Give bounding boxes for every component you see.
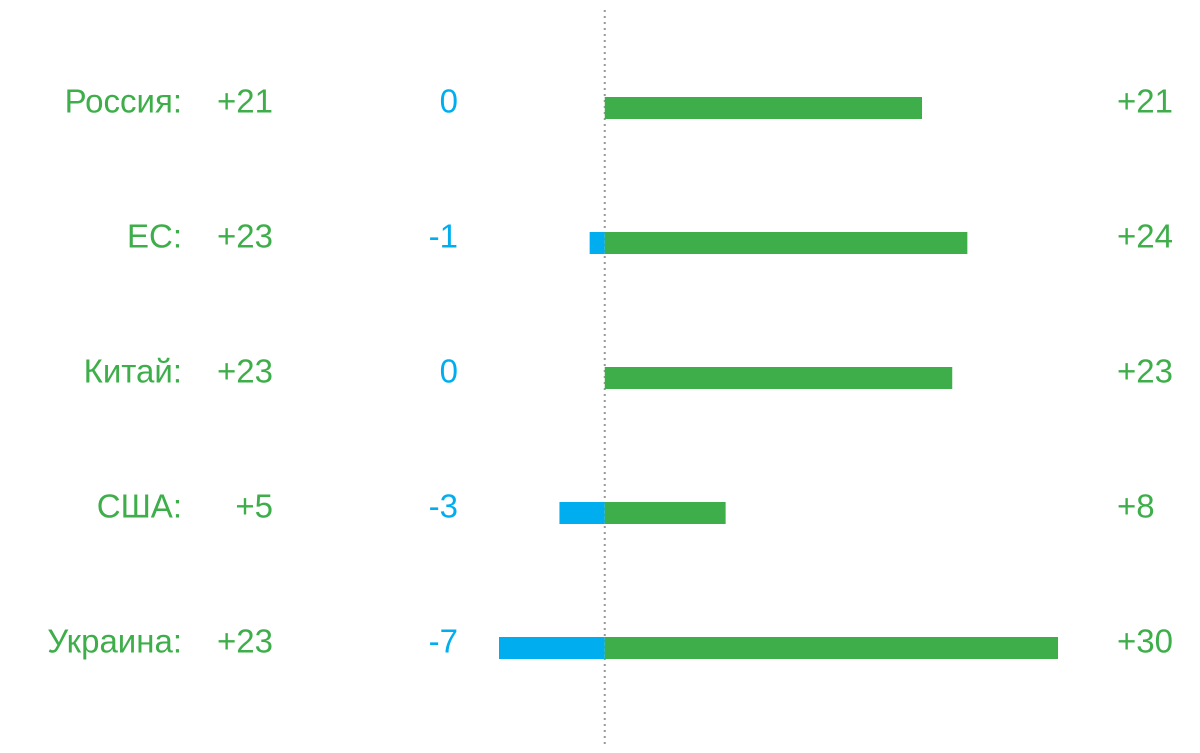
positive-label: +24 (1117, 218, 1173, 255)
negative-label: -3 (429, 488, 458, 525)
total-label: +5 (235, 488, 273, 525)
positive-label: +30 (1117, 623, 1173, 660)
positive-bar (604, 502, 726, 524)
category-label: Россия: (65, 83, 182, 120)
positive-bar (604, 232, 968, 254)
negative-bar (499, 637, 605, 659)
positive-label: +23 (1117, 353, 1173, 390)
negative-label: 0 (440, 83, 458, 120)
total-label: +23 (217, 623, 273, 660)
negative-bar (559, 502, 605, 524)
category-label: США: (97, 488, 182, 525)
negative-bar (589, 232, 605, 254)
positive-label: +21 (1117, 83, 1173, 120)
positive-bar (604, 637, 1058, 659)
category-label: Китай: (84, 353, 182, 390)
positive-bar (604, 367, 953, 389)
negative-label: 0 (440, 353, 458, 390)
total-label: +21 (217, 83, 273, 120)
negative-label: -1 (429, 218, 458, 255)
positive-bar (604, 97, 923, 119)
total-label: +23 (217, 353, 273, 390)
positive-label: +8 (1117, 488, 1155, 525)
total-label: +23 (217, 218, 273, 255)
negative-label: -7 (429, 623, 458, 660)
category-label: ЕС: (127, 218, 182, 255)
category-label: Украина: (47, 623, 182, 660)
